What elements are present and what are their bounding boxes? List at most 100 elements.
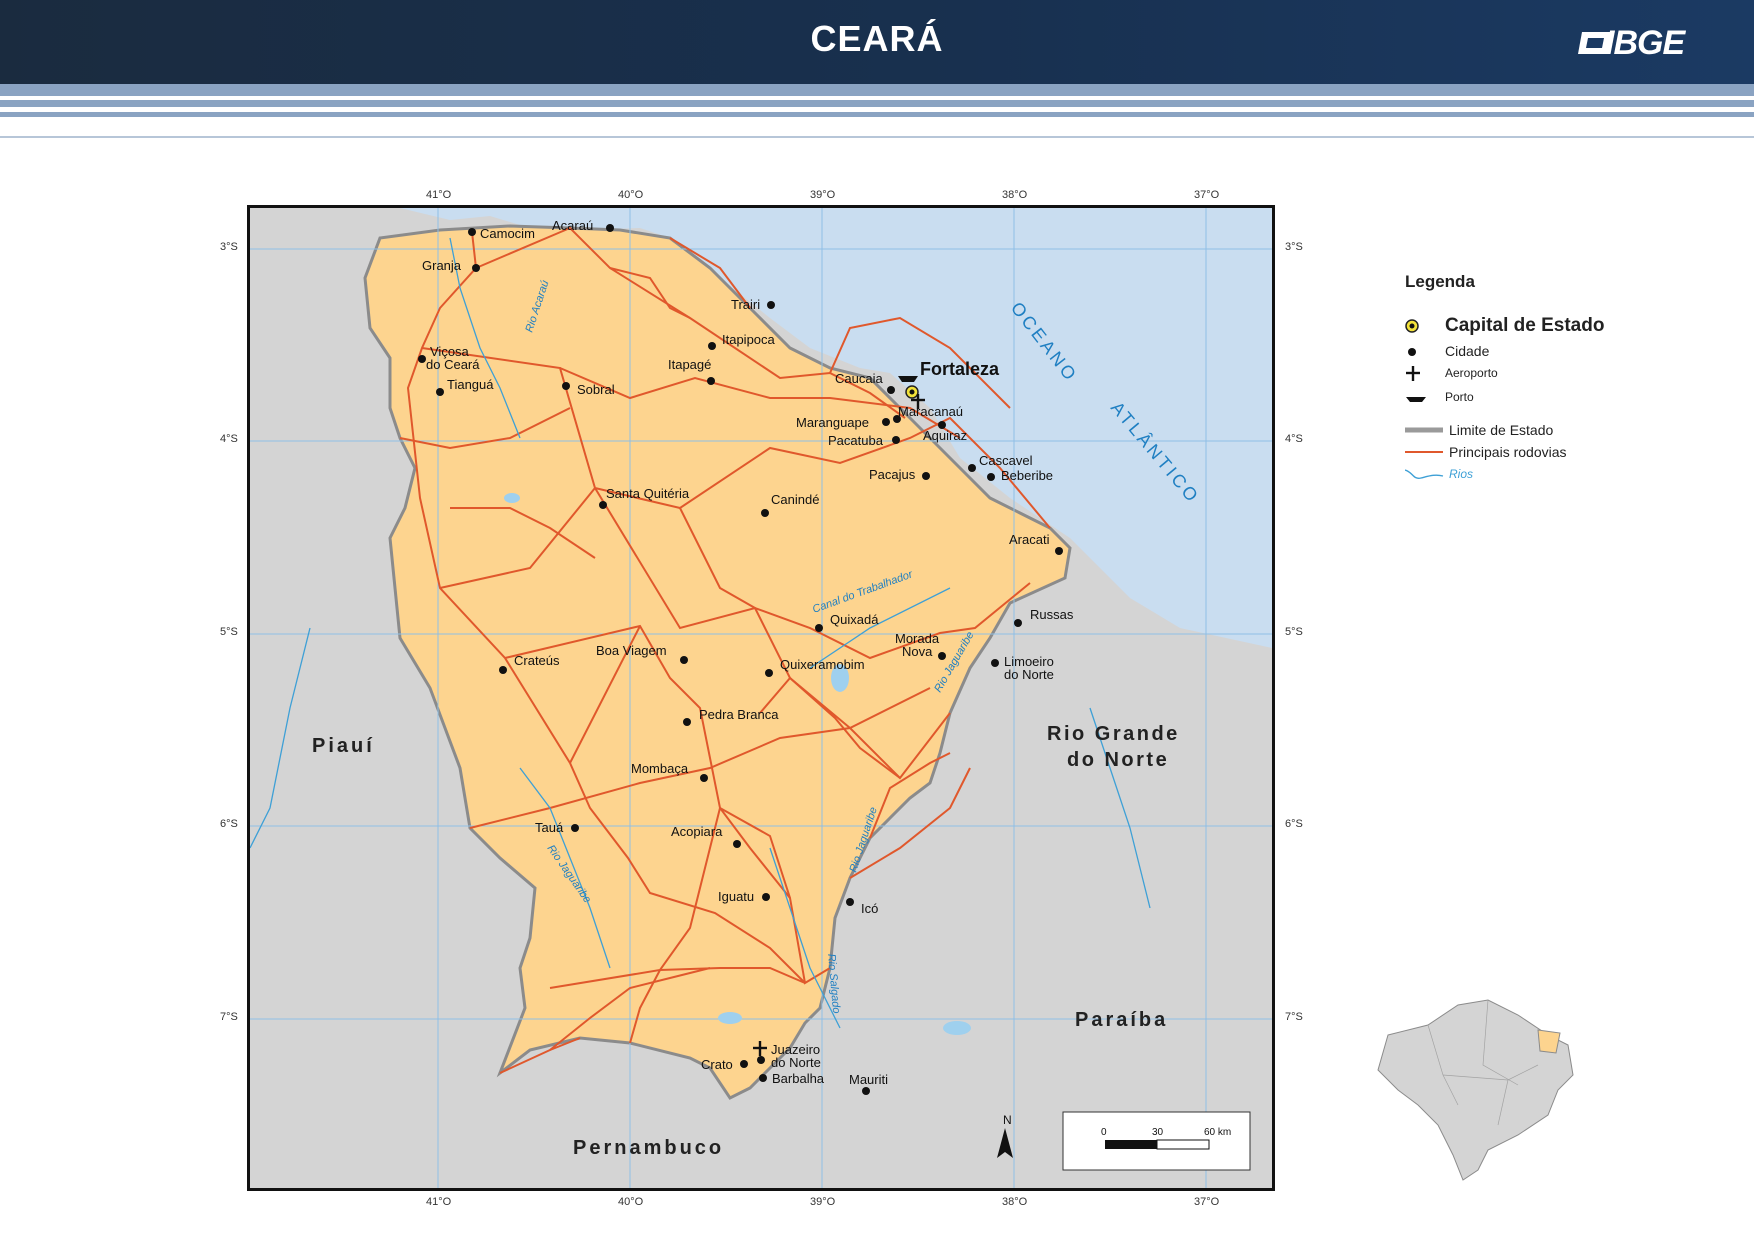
state-label-rio-grande-do-norte: do Norte xyxy=(1067,749,1169,771)
lon-label-bottom: 37°O xyxy=(1194,1196,1220,1208)
map-canvas: Piauí Rio Grande do Norte Paraíba Pernam… xyxy=(250,208,1272,1188)
scale-tick-label: 30 xyxy=(1152,1127,1164,1138)
lat-label-left: 5°S xyxy=(220,626,238,638)
city-dot xyxy=(765,669,773,677)
legend-label: Principais rodovias xyxy=(1449,444,1567,460)
city-label: Cascavel xyxy=(979,453,1033,468)
city-label: Acaraú xyxy=(552,218,593,233)
city-label: Iguatu xyxy=(718,889,754,904)
header-stripe xyxy=(0,136,1754,138)
city-label: Russas xyxy=(1030,607,1074,622)
city-label: Crateús xyxy=(514,653,560,668)
city-label: Morada xyxy=(895,631,940,646)
lon-label-top: 40°O xyxy=(618,189,644,201)
header-stripe xyxy=(0,100,1754,107)
legend-item-airport: Aeroporto xyxy=(1405,362,1498,384)
city-dot xyxy=(762,893,770,901)
city-dot xyxy=(1014,619,1022,627)
ceara-locator xyxy=(1537,1029,1561,1054)
city-dot xyxy=(815,624,823,632)
city-label: Trairi xyxy=(731,297,760,312)
city-label: Maracanaú xyxy=(898,404,963,419)
north-arrow-icon xyxy=(997,1128,1013,1158)
lat-label-right: 5°S xyxy=(1285,626,1303,638)
city-dot xyxy=(938,421,946,429)
lat-label-left: 4°S xyxy=(220,433,238,445)
river-label: Rio Salgado xyxy=(825,953,842,1014)
city-dot xyxy=(759,1074,767,1082)
lon-label-bottom: 41°O xyxy=(426,1196,452,1208)
lat-label-left: 3°S xyxy=(220,241,238,253)
rivers xyxy=(250,237,1151,1029)
river-symbol-icon xyxy=(1405,469,1444,480)
city-dot xyxy=(862,1087,870,1095)
airport-icon xyxy=(911,394,925,409)
scale-bar-segment xyxy=(1156,1139,1210,1150)
capital-label: Fortaleza xyxy=(920,359,1000,379)
city-dot xyxy=(922,472,930,480)
city-label: do Norte xyxy=(1004,667,1054,682)
ibge-logo-text: IBGE xyxy=(1605,24,1685,62)
city-dot xyxy=(882,418,890,426)
legend-label: Limite de Estado xyxy=(1449,422,1554,438)
airport-icon xyxy=(753,1041,767,1056)
city-dot xyxy=(599,501,607,509)
city-label: Tauá xyxy=(535,820,564,835)
state-label-piaui: Piauí xyxy=(312,735,375,757)
lat-label-right: 6°S xyxy=(1285,818,1303,830)
scale-tick-label: 60 km xyxy=(1204,1127,1231,1138)
city-dot xyxy=(733,840,741,848)
lon-label-bottom: 39°O xyxy=(810,1196,836,1208)
city-dot xyxy=(436,388,444,396)
lon-label-top: 38°O xyxy=(1002,189,1028,201)
city-label: Juazeiro xyxy=(771,1042,820,1057)
city-label: Beberibe xyxy=(1001,468,1053,483)
port-icon xyxy=(898,376,918,382)
city-dot xyxy=(499,666,507,674)
city-dot xyxy=(418,355,426,363)
city-dot xyxy=(846,898,854,906)
city-dot xyxy=(987,473,995,481)
legend-label: Rios xyxy=(1449,467,1474,481)
legend-title: Legenda xyxy=(1405,272,1475,291)
city-dot xyxy=(683,718,691,726)
city-dot xyxy=(938,652,946,660)
city-dot xyxy=(761,509,769,517)
state-label-paraiba: Paraíba xyxy=(1075,1009,1168,1031)
legend-label: Porto xyxy=(1445,390,1474,404)
city-label: Pacatuba xyxy=(828,433,884,448)
city-label: Quixadá xyxy=(830,612,879,627)
roads xyxy=(399,226,1051,1074)
header-stripe xyxy=(0,84,1754,96)
north-arrow-label: N xyxy=(1003,1113,1012,1127)
city-label: Mauriti xyxy=(849,1072,888,1087)
legend-item-capital: Capital de Estado xyxy=(1405,315,1604,337)
state-label-rio-grande-do-norte: Rio Grande xyxy=(1047,723,1180,745)
city-label: Itapagé xyxy=(668,357,711,372)
city-dot xyxy=(893,415,901,423)
state-boundary-symbol-icon xyxy=(1405,427,1443,433)
state-label-pernambuco: Pernambuco xyxy=(573,1137,724,1159)
header-bar: CEARÁ IBGE xyxy=(0,0,1754,84)
city-dot xyxy=(700,774,708,782)
lon-label-top: 41°O xyxy=(426,189,452,201)
scale-bar-segment xyxy=(1105,1140,1157,1149)
city-label: Mombaça xyxy=(631,761,689,776)
map-frame[interactable]: Piauí Rio Grande do Norte Paraíba Pernam… xyxy=(247,205,1275,1191)
city-label: Viçosa xyxy=(430,344,470,359)
city-label: Granja xyxy=(422,258,462,273)
cities: Camocim Acaraú Granja Trairi Itapipoca V… xyxy=(418,218,1074,1095)
city-dot xyxy=(468,228,476,236)
lon-label-bottom: 40°O xyxy=(618,1196,644,1208)
city-dot xyxy=(757,1056,765,1064)
city-label: Camocim xyxy=(480,226,535,241)
city-label: Crato xyxy=(701,1057,733,1072)
city-dot xyxy=(968,464,976,472)
city-label: Acopiara xyxy=(671,824,723,839)
legend-label: Aeroporto xyxy=(1445,366,1498,380)
city-dot xyxy=(680,656,688,664)
city-label: Santa Quitéria xyxy=(606,486,690,501)
city-dot xyxy=(887,386,895,394)
legend-item-road: Principais rodovias xyxy=(1405,441,1567,463)
city-dot xyxy=(472,264,480,272)
